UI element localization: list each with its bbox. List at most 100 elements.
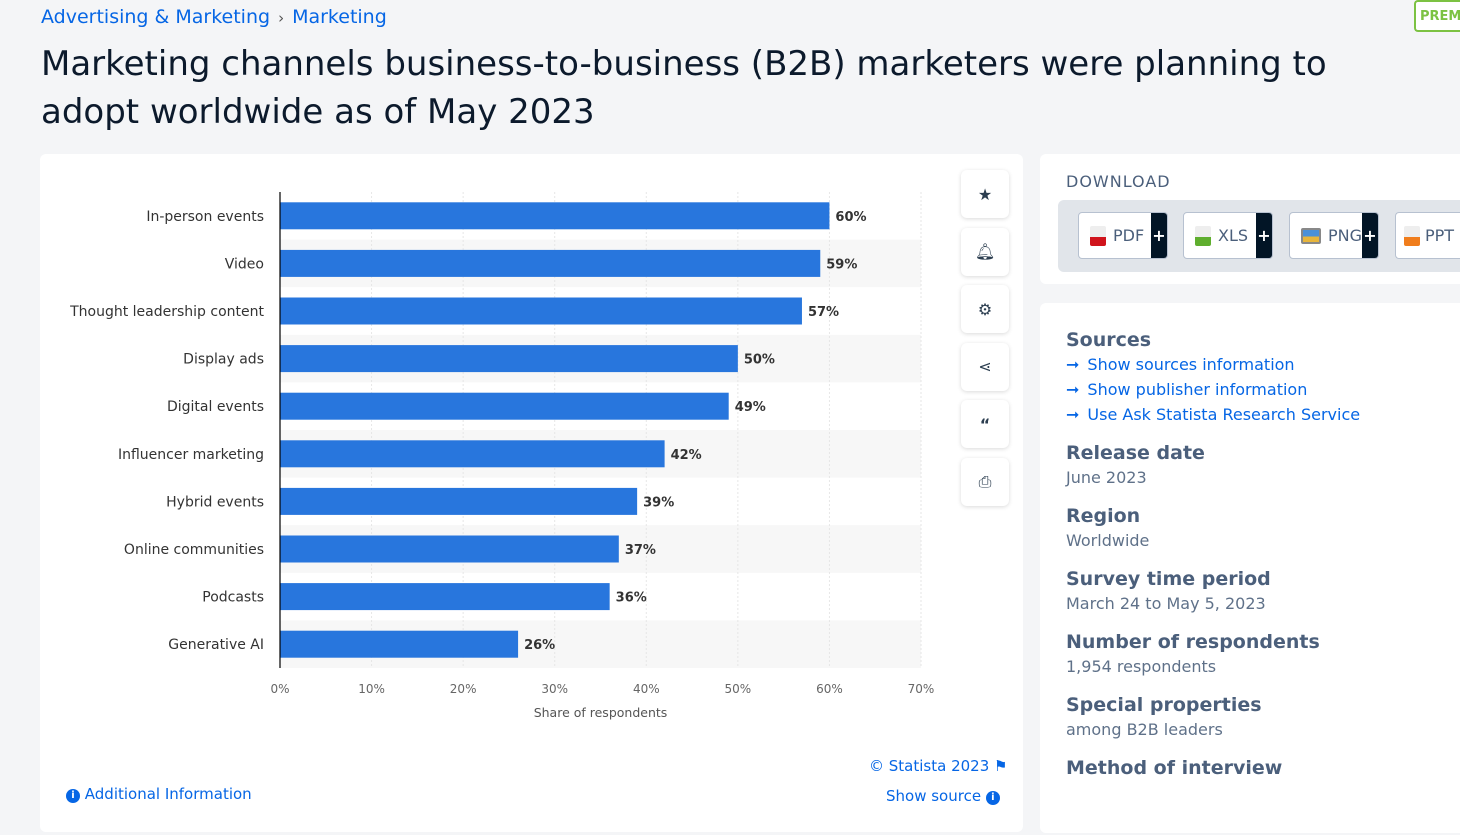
plus-icon[interactable]: + [1151,213,1167,258]
cite-button[interactable]: “ [961,400,1009,448]
ask-statista-link[interactable]: ➞ Use Ask Statista Research Service [1066,405,1460,424]
detail-value: Worldwide [1066,531,1150,550]
x-tick-label: 0% [270,682,289,696]
gear-icon: ⚙ [977,299,993,319]
arrow-right-icon: ➞ [1066,380,1080,399]
download-png-button[interactable]: PNG + [1289,212,1379,259]
show-source-link[interactable]: Show source i [886,787,1000,805]
bar [280,392,729,420]
x-tick-label: 70% [908,682,935,696]
bar [280,535,619,563]
print-button[interactable]: ⎙ [961,457,1009,506]
show-sources-link[interactable]: ➞ Show sources information [1066,355,1460,374]
detail-label: Region [1066,505,1141,527]
premium-badge[interactable]: PREM [1414,0,1460,32]
plus-icon[interactable]: + [1256,213,1272,258]
category-label: Podcasts [202,590,264,606]
data-label: 36% [616,591,647,606]
category-label: Influencer marketing [118,447,264,463]
x-tick-label: 40% [633,682,660,696]
png-image-icon [1301,227,1321,244]
pdf-file-icon [1090,225,1106,246]
detail-label: Number of respondents [1066,631,1320,653]
x-tick-label: 10% [358,682,385,696]
png-label: PNG [1328,226,1363,245]
x-tick-label: 20% [450,682,477,696]
x-tick-label: 50% [725,682,752,696]
download-panel: DOWNLOAD PDF + XLS + PNG + PPT [1040,154,1460,284]
breadcrumb-separator: › [278,9,285,27]
download-xls-button[interactable]: XLS + [1183,212,1273,259]
share-button[interactable]: ⋖ [961,342,1009,391]
x-tick-label: 30% [541,682,568,696]
detail-value: March 24 to May 5, 2023 [1066,594,1266,613]
download-bar: PDF + XLS + PNG + PPT [1058,200,1460,272]
notify-button[interactable]: 🔔︎ [961,227,1009,276]
detail-label: Survey time period [1066,568,1271,590]
info-icon: i [985,791,1000,805]
favorite-button[interactable]: ★ [961,170,1009,218]
detail-label: Special properties [1066,694,1262,716]
download-pdf-button[interactable]: PDF + [1078,212,1168,259]
download-title: DOWNLOAD [1066,172,1171,191]
breadcrumb-advertising[interactable]: Advertising & Marketing [41,6,271,28]
flag-icon: ⚑ [994,757,1008,775]
chart-card: 0% 10% 20% 30% 40% 50% 60% 70% Share of responde… [40,154,1023,832]
download-ppt-button[interactable]: PPT [1395,212,1460,259]
show-source-text: Show source [886,787,982,805]
arrow-right-icon: ➞ [1066,355,1080,374]
xls-file-icon [1195,225,1211,246]
bar [280,345,738,373]
page-title: Marketing channels business-to-business … [41,44,1327,132]
plus-icon[interactable]: + [1362,213,1378,258]
arrow-right-icon: ➞ [1066,405,1080,424]
show-publisher-link[interactable]: ➞ Show publisher information [1066,380,1460,399]
detail-label: Release date [1066,442,1205,464]
chart-toolbar: ★ 🔔︎ ⚙ ⋖ “ ⎙ [961,170,1009,515]
bar [280,440,665,468]
pdf-label: PDF [1113,226,1145,245]
detail-value: 1,954 respondents [1066,657,1217,676]
category-label: In-person events [146,209,264,225]
data-label: 59% [826,257,857,272]
bar [280,297,802,325]
star-icon: ★ [977,184,993,204]
category-label: Hybrid events [166,494,264,510]
breadcrumb-marketing[interactable]: Marketing [292,6,387,28]
share-icon: ⋖ [978,357,992,376]
category-label: Online communities [124,542,264,558]
link-text: Show sources information [1087,355,1295,374]
bar [280,630,519,658]
settings-button[interactable]: ⚙ [961,285,1009,333]
bar [280,249,821,277]
ppt-file-icon [1404,225,1420,246]
data-label: 57% [808,305,839,320]
copyright-text: © Statista 2023 [869,757,990,775]
bell-icon: 🔔︎ [974,242,996,261]
additional-info-link[interactable]: i Additional Information [66,785,252,803]
category-label: Digital events [167,399,264,415]
category-label: Display ads [183,352,264,368]
bar [280,487,638,515]
bar [280,583,610,611]
print-icon: ⎙ [978,471,992,491]
sources-heading: Sources [1066,329,1152,351]
data-label: 39% [643,495,674,510]
x-axis-label: Share of respondents [534,705,668,720]
breadcrumb: Advertising & Marketing › Marketing [41,6,387,28]
info-icon: i [66,789,80,803]
data-label: 60% [835,210,866,225]
xls-label: XLS [1218,226,1249,245]
data-label: 26% [524,638,555,653]
quote-icon: “ [979,414,991,434]
data-label: 50% [744,353,775,368]
link-text: Show publisher information [1087,380,1308,399]
additional-info-text: Additional Information [84,785,252,803]
x-tick-label: 60% [816,682,843,696]
copyright-link[interactable]: © Statista 2023 ⚑ [869,757,1007,775]
ppt-label: PPT [1425,226,1455,245]
data-label: 37% [625,543,656,558]
data-label: 49% [735,400,766,415]
link-text: Use Ask Statista Research Service [1087,405,1361,424]
category-label: Generative AI [168,637,264,653]
